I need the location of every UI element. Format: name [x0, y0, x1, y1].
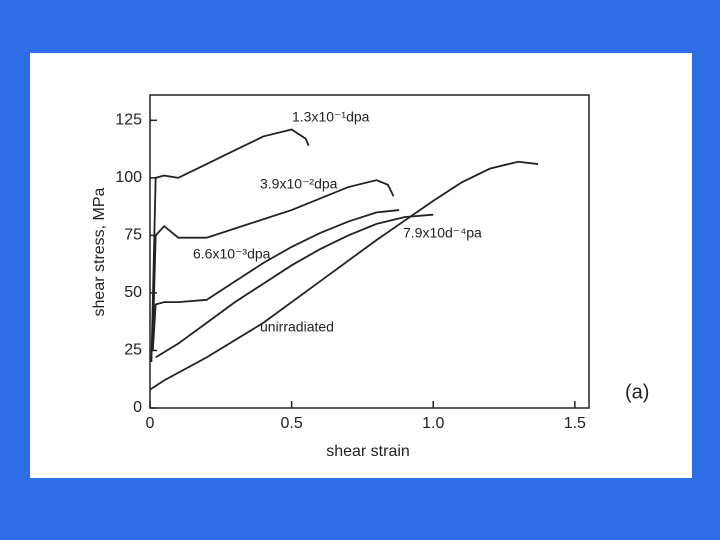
- series-label: unirradiated: [260, 319, 334, 335]
- series-line: [151, 209, 400, 351]
- plot-frame: [149, 94, 590, 409]
- x-tick-label: 0.5: [280, 415, 302, 432]
- x-tick-label: 1.0: [422, 415, 444, 432]
- y-tick-label: 50: [124, 284, 142, 301]
- x-tick-label: 0: [146, 415, 155, 432]
- x-axis-label: shear strain: [326, 443, 410, 460]
- series-line: [150, 128, 310, 362]
- series-line: [155, 213, 434, 359]
- y-tick-label: 100: [115, 169, 142, 186]
- series-label: 6.6x10⁻³dpa: [193, 246, 271, 262]
- x-tick-label: 1.5: [564, 415, 586, 432]
- series-label: 7.9x10d⁻⁴pa: [403, 225, 482, 241]
- y-tick-label: 75: [124, 227, 142, 244]
- series-line: [151, 179, 395, 339]
- panel: [30, 53, 692, 478]
- y-tick-label: 125: [115, 112, 142, 129]
- series-line: [149, 160, 539, 391]
- y-axis-label: shear stress, MPa: [91, 187, 108, 316]
- y-tick-label: 0: [133, 399, 142, 416]
- y-tick-label: 25: [124, 342, 142, 359]
- series-label: 3.9x10⁻²dpa: [260, 176, 338, 192]
- panel-label: (a): [625, 381, 649, 403]
- series-label: 1.3x10⁻¹dpa: [292, 109, 370, 125]
